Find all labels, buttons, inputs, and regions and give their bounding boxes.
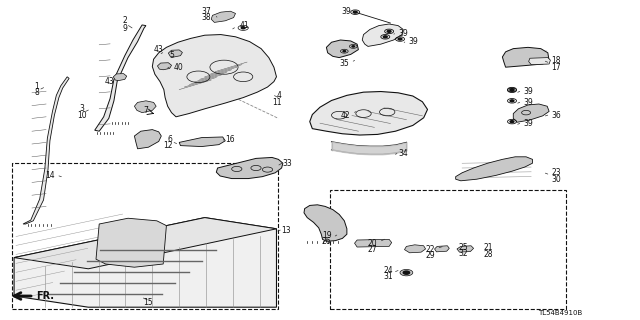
Text: 37: 37 bbox=[202, 7, 211, 16]
Text: 2: 2 bbox=[122, 16, 127, 25]
Text: 12: 12 bbox=[163, 141, 173, 150]
Polygon shape bbox=[310, 92, 428, 135]
Polygon shape bbox=[457, 246, 474, 252]
Text: 27: 27 bbox=[368, 245, 378, 254]
Text: 21: 21 bbox=[484, 244, 493, 252]
Text: 39: 39 bbox=[524, 119, 533, 128]
Polygon shape bbox=[404, 245, 426, 253]
Polygon shape bbox=[529, 58, 550, 65]
Text: 19: 19 bbox=[322, 231, 332, 240]
Polygon shape bbox=[152, 35, 276, 117]
Text: 28: 28 bbox=[484, 250, 493, 259]
Text: 39: 39 bbox=[408, 37, 418, 46]
Circle shape bbox=[403, 271, 410, 274]
Polygon shape bbox=[96, 218, 166, 267]
Polygon shape bbox=[435, 246, 449, 252]
Circle shape bbox=[510, 89, 514, 91]
Polygon shape bbox=[211, 11, 236, 22]
Text: 23: 23 bbox=[552, 168, 561, 177]
Circle shape bbox=[343, 51, 346, 52]
Polygon shape bbox=[168, 50, 182, 57]
Text: 39: 39 bbox=[341, 7, 351, 16]
Text: 17: 17 bbox=[552, 63, 561, 72]
Polygon shape bbox=[355, 239, 392, 247]
Polygon shape bbox=[113, 74, 127, 81]
Text: 9: 9 bbox=[122, 24, 127, 33]
Polygon shape bbox=[304, 205, 347, 241]
Text: TL54B4910B: TL54B4910B bbox=[538, 310, 582, 316]
Polygon shape bbox=[362, 24, 403, 46]
Circle shape bbox=[383, 36, 387, 38]
Circle shape bbox=[352, 46, 355, 47]
Circle shape bbox=[510, 89, 514, 91]
Text: 18: 18 bbox=[552, 56, 561, 65]
Text: 30: 30 bbox=[552, 175, 561, 184]
Polygon shape bbox=[14, 218, 276, 269]
Text: 14: 14 bbox=[45, 172, 54, 180]
Polygon shape bbox=[456, 157, 532, 181]
Circle shape bbox=[400, 269, 413, 276]
Text: 34: 34 bbox=[398, 149, 408, 158]
Text: 5: 5 bbox=[170, 51, 175, 60]
Text: 31: 31 bbox=[383, 272, 393, 281]
Text: 43: 43 bbox=[104, 77, 114, 86]
Text: 13: 13 bbox=[282, 226, 291, 235]
Bar bbox=[330, 190, 566, 309]
Polygon shape bbox=[14, 218, 276, 307]
Text: 16: 16 bbox=[225, 135, 235, 144]
Polygon shape bbox=[326, 40, 358, 58]
Bar bbox=[12, 163, 278, 309]
Text: 26: 26 bbox=[322, 237, 332, 246]
Text: 25: 25 bbox=[458, 243, 468, 252]
Text: 6: 6 bbox=[168, 135, 173, 144]
Text: 38: 38 bbox=[202, 13, 211, 22]
Text: 7: 7 bbox=[143, 106, 148, 115]
Text: 4: 4 bbox=[276, 92, 282, 100]
Polygon shape bbox=[513, 104, 549, 122]
Circle shape bbox=[241, 27, 245, 29]
Text: 39: 39 bbox=[524, 87, 533, 96]
Polygon shape bbox=[134, 130, 161, 149]
Text: 40: 40 bbox=[174, 63, 184, 72]
Text: 32: 32 bbox=[458, 249, 468, 258]
Circle shape bbox=[510, 100, 514, 102]
Text: 39: 39 bbox=[398, 29, 408, 38]
Polygon shape bbox=[95, 25, 146, 131]
Text: FR.: FR. bbox=[36, 291, 54, 301]
Circle shape bbox=[398, 38, 402, 40]
Text: 33: 33 bbox=[283, 159, 292, 168]
Circle shape bbox=[387, 30, 391, 32]
Text: 22: 22 bbox=[426, 245, 435, 254]
Circle shape bbox=[353, 11, 357, 13]
Text: 20: 20 bbox=[368, 239, 378, 248]
Polygon shape bbox=[179, 137, 225, 147]
Text: 42: 42 bbox=[341, 111, 351, 120]
Text: 11: 11 bbox=[272, 98, 282, 107]
Text: 29: 29 bbox=[426, 252, 435, 260]
Polygon shape bbox=[216, 157, 283, 179]
Text: 36: 36 bbox=[552, 111, 561, 120]
Polygon shape bbox=[134, 101, 156, 113]
Text: 43: 43 bbox=[154, 45, 163, 54]
Text: 8: 8 bbox=[34, 88, 39, 97]
Text: 3: 3 bbox=[79, 104, 84, 113]
Text: 10: 10 bbox=[77, 111, 87, 120]
Polygon shape bbox=[157, 63, 172, 70]
Text: 35: 35 bbox=[339, 60, 349, 68]
Polygon shape bbox=[502, 47, 549, 67]
Text: 39: 39 bbox=[524, 98, 533, 107]
Text: 41: 41 bbox=[240, 21, 250, 30]
Text: 1: 1 bbox=[34, 82, 39, 91]
Text: 15: 15 bbox=[143, 298, 154, 307]
Text: 24: 24 bbox=[383, 266, 393, 275]
Circle shape bbox=[510, 121, 514, 123]
Polygon shape bbox=[23, 77, 69, 224]
